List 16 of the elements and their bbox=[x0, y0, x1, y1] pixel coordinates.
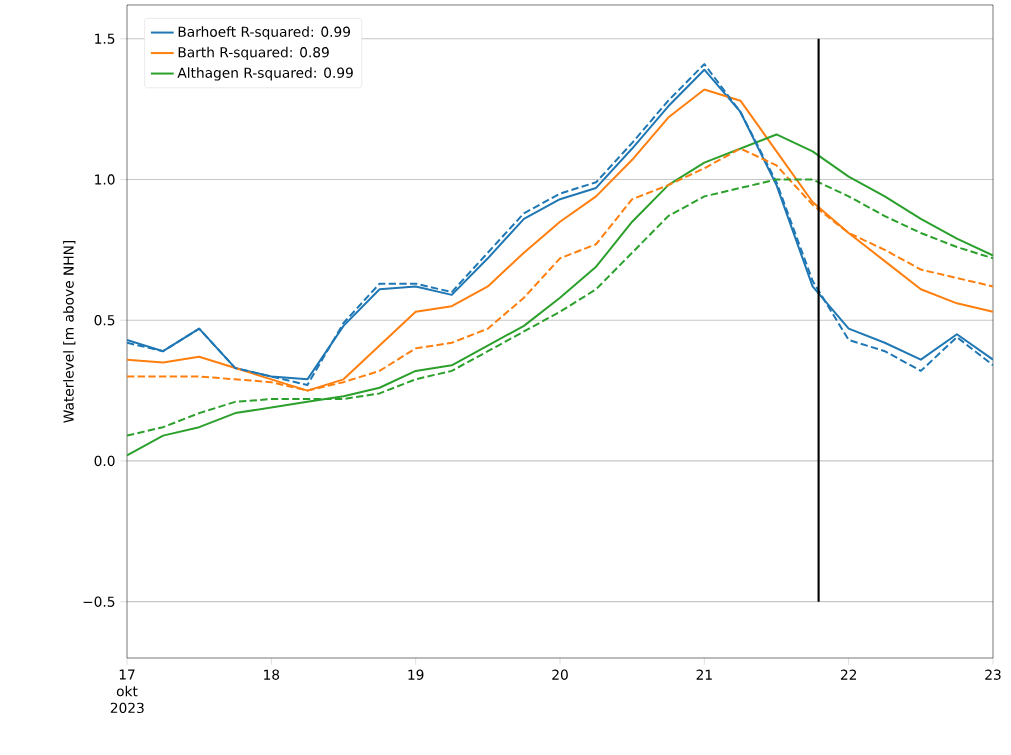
y-tick-label: 0.0 bbox=[94, 455, 115, 467]
legend-label: Althagen R-squared: 0.99 bbox=[177, 67, 353, 81]
x-tick-label: 21 bbox=[696, 669, 712, 680]
x-tick-label: 19 bbox=[408, 669, 424, 680]
y-tick-label: 0.5 bbox=[94, 315, 115, 326]
x-tick-label: 17 okt 2023 bbox=[110, 669, 144, 714]
y-axis-title: Waterlevel [m above NHN] bbox=[63, 240, 76, 423]
legend-label: Barth R-squared: 0.89 bbox=[178, 46, 329, 61]
x-tick-label: 22 bbox=[840, 669, 857, 680]
y-tick-label: 1.5 bbox=[95, 33, 115, 44]
y-tick-label: −0.5 bbox=[83, 596, 115, 607]
x-tick-label: 18 bbox=[264, 669, 280, 680]
y-tick-label: 1.0 bbox=[95, 174, 115, 185]
x-tick-label: 20 bbox=[552, 669, 568, 680]
x-tick-label: 23 bbox=[985, 669, 1001, 680]
legend-label: Barhoeft R-squared: 0.99 bbox=[178, 26, 351, 40]
